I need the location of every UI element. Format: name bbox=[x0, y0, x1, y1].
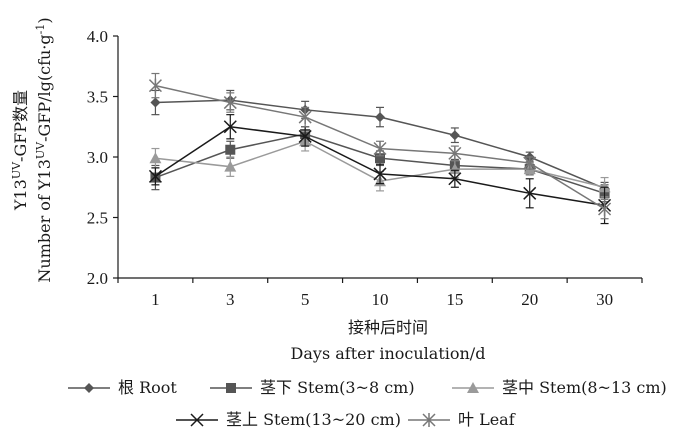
data-point bbox=[448, 146, 462, 161]
data-point bbox=[373, 167, 387, 181]
legend-item-4: 茎上 Stem(13~20 cm) bbox=[176, 410, 401, 429]
y-axis-title-en: Number of Y13UV-GFP/lg(cfu·g-1) bbox=[34, 17, 54, 282]
series-4 bbox=[148, 114, 612, 225]
legend-marker bbox=[422, 413, 436, 427]
data-point bbox=[150, 97, 161, 108]
data-point bbox=[224, 160, 237, 172]
data-point bbox=[448, 163, 461, 175]
data-point bbox=[523, 156, 537, 171]
data-point bbox=[148, 78, 162, 93]
plot-area: 2.0 2.5 3.0 3.5 4.0 1 3 5 10 15 20 30 bbox=[87, 27, 643, 309]
y-tick-label: 3.5 bbox=[87, 88, 108, 107]
data-point bbox=[375, 112, 385, 123]
legend-marker bbox=[467, 382, 479, 393]
y-tick-label: 4.0 bbox=[87, 27, 108, 46]
legend-item-1: 根 Root bbox=[68, 378, 177, 397]
data-point bbox=[298, 110, 312, 125]
legend-label: 茎上 Stem(13~20 cm) bbox=[226, 410, 401, 429]
series-5 bbox=[148, 72, 612, 220]
legend-label: 叶 Leaf bbox=[458, 410, 516, 429]
y-tick-label: 2.0 bbox=[87, 269, 108, 288]
data-point bbox=[225, 144, 236, 155]
legend-item-3: 茎中 Stem(8~13 cm) bbox=[452, 378, 667, 397]
x-tick-label: 5 bbox=[301, 290, 310, 309]
data-point bbox=[223, 120, 237, 134]
x-tick-label: 20 bbox=[521, 290, 538, 309]
data-point bbox=[149, 152, 162, 164]
legend-marker bbox=[226, 383, 236, 393]
data-point bbox=[298, 129, 312, 143]
legend-marker bbox=[84, 383, 94, 393]
data-point bbox=[373, 141, 387, 156]
legend-item-5: 叶 Leaf bbox=[408, 410, 516, 429]
x-axis-title-cn: 接种后时间 bbox=[348, 318, 428, 337]
legend-label: 茎中 Stem(8~13 cm) bbox=[502, 378, 667, 397]
x-axis-title-en: Days after inoculation/d bbox=[291, 344, 486, 363]
x-tick-label: 30 bbox=[596, 290, 613, 309]
legend-marker bbox=[190, 413, 204, 427]
data-point bbox=[448, 172, 462, 186]
x-tick-label: 3 bbox=[226, 290, 235, 309]
data-point bbox=[223, 95, 237, 110]
y-tick-label: 2.5 bbox=[87, 209, 108, 228]
data-point bbox=[598, 202, 612, 217]
x-tick-label: 15 bbox=[446, 290, 463, 309]
x-tick-label: 1 bbox=[151, 290, 160, 309]
legend-item-2: 茎下 Stem(3~8 cm) bbox=[210, 378, 415, 397]
data-point bbox=[449, 130, 460, 141]
data-point bbox=[148, 169, 162, 183]
data-point bbox=[523, 186, 537, 200]
legend-label: 茎下 Stem(3~8 cm) bbox=[260, 378, 415, 397]
legend: 根 Root 茎下 Stem(3~8 cm) 茎中 Stem(8~13 cm) 茎上 … bbox=[68, 378, 667, 429]
data-point bbox=[375, 153, 385, 164]
x-tick-label: 10 bbox=[372, 290, 389, 309]
y-axis-title-cn: Y13UV-GFP数量 bbox=[10, 90, 30, 211]
legend-label: 根 Root bbox=[118, 378, 177, 397]
y-tick-label: 3.0 bbox=[87, 148, 108, 167]
